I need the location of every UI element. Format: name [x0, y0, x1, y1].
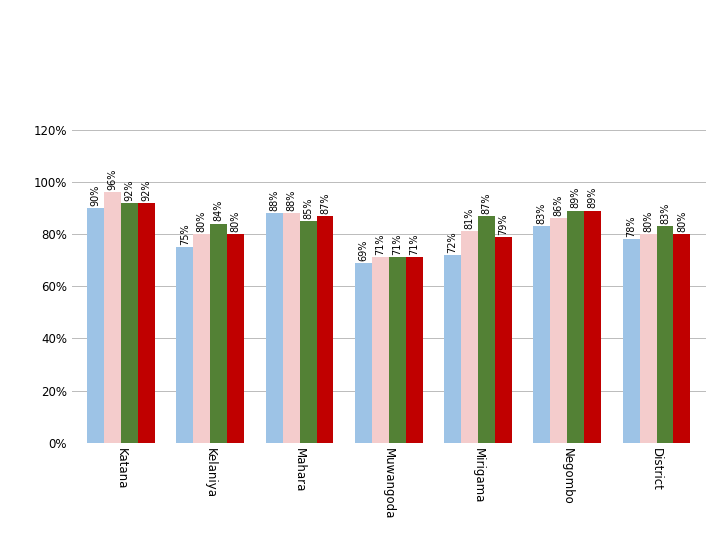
Bar	[104, 192, 121, 443]
Text: 88%: 88%	[269, 190, 279, 211]
Text: 96%: 96%	[107, 169, 117, 190]
Text: 80%: 80%	[197, 211, 207, 232]
Text: 81%: 81%	[464, 208, 474, 230]
Text: 71%: 71%	[409, 234, 419, 255]
Bar	[266, 213, 283, 443]
Bar	[121, 202, 138, 443]
Text: 80%: 80%	[230, 211, 240, 232]
Text: 86%: 86%	[554, 195, 564, 216]
Bar	[534, 226, 550, 443]
Bar	[372, 258, 389, 443]
Text: 89%: 89%	[571, 187, 581, 208]
Text: 85%: 85%	[303, 197, 313, 219]
Text: [(Healthy + Rx completion)x 100/target group]: [(Healthy + Rx completion)x 100/target g…	[18, 103, 312, 116]
Text: 92%: 92%	[142, 179, 151, 200]
Bar	[444, 255, 461, 443]
Text: 84%: 84%	[214, 200, 224, 221]
Bar	[87, 208, 104, 443]
Bar	[550, 218, 567, 443]
Bar	[495, 237, 512, 443]
Text: 71%: 71%	[375, 234, 385, 255]
Bar	[623, 239, 639, 443]
Bar	[567, 211, 584, 443]
Text: 83%: 83%	[660, 202, 670, 224]
Bar	[639, 234, 657, 443]
Bar	[478, 215, 495, 443]
Text: 80%: 80%	[643, 211, 653, 232]
Bar	[176, 247, 194, 443]
Text: 88%: 88%	[286, 190, 296, 211]
Bar	[210, 224, 228, 443]
Text: 69%: 69%	[359, 239, 369, 261]
Text: Coverage percentage: Coverage percentage	[18, 47, 420, 80]
Text: 71%: 71%	[392, 234, 402, 255]
Bar	[406, 258, 423, 443]
Text: 90%: 90%	[91, 185, 101, 206]
Bar	[317, 215, 333, 443]
Text: 72%: 72%	[448, 231, 458, 253]
Text: 89%: 89%	[588, 187, 598, 208]
Bar	[355, 262, 372, 443]
Text: 92%: 92%	[125, 179, 135, 200]
Text: 80%: 80%	[677, 211, 687, 232]
Bar	[673, 234, 690, 443]
Text: 75%: 75%	[180, 224, 190, 245]
Text: 79%: 79%	[498, 213, 508, 234]
Bar	[228, 234, 244, 443]
Text: 87%: 87%	[482, 192, 492, 214]
Text: 78%: 78%	[626, 215, 636, 237]
Bar	[461, 231, 478, 443]
Bar	[300, 221, 317, 443]
Bar	[389, 258, 406, 443]
Text: 87%: 87%	[320, 192, 330, 214]
Text: 83%: 83%	[537, 202, 547, 224]
Bar	[657, 226, 673, 443]
Bar	[138, 202, 155, 443]
Bar	[584, 211, 601, 443]
Bar	[194, 234, 210, 443]
Bar	[283, 213, 300, 443]
